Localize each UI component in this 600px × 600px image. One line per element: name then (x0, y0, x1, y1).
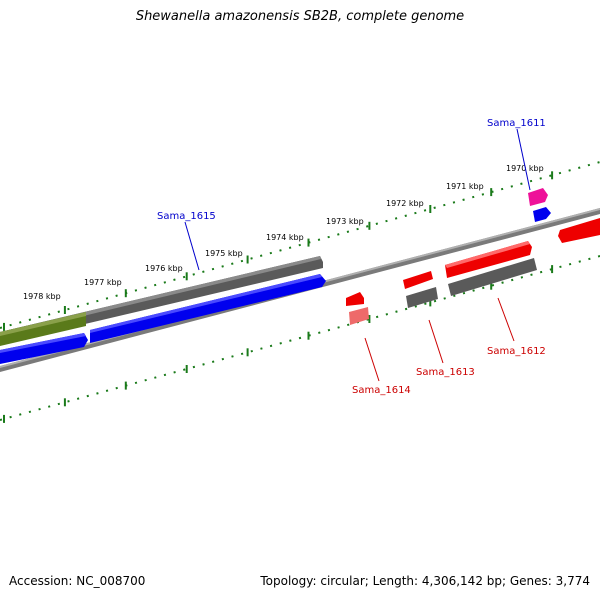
gene-label-sama-1615[interactable]: Sama_1615 (157, 211, 216, 222)
gene-sama-1615[interactable] (90, 274, 326, 343)
gene-red-right[interactable] (558, 218, 600, 243)
gene-label-sama-1613[interactable]: Sama_1613 (416, 367, 475, 378)
ruler-label-1971: 1971 kbp (446, 182, 484, 191)
ruler-label-1972: 1972 kbp (386, 199, 424, 208)
gene-sama-1612-lower[interactable] (448, 258, 537, 296)
upper-ruler (0, 161, 600, 329)
gene-label-sama-1612[interactable]: Sama_1612 (487, 346, 546, 357)
ruler-label-1970: 1970 kbp (506, 164, 544, 173)
gene-sama-1613-upper[interactable] (403, 271, 433, 289)
ruler-major-ticks (3, 171, 554, 423)
ruler-label-1978: 1978 kbp (23, 292, 61, 301)
feature-olive-highlight (0, 312, 86, 336)
gene-sama-1612-upper-highlight (445, 241, 530, 268)
ruler-label-1973: 1973 kbp (326, 217, 364, 226)
gene-sama-1611-blue[interactable] (533, 207, 551, 222)
gene-label-sama-1611[interactable]: Sama_1611 (487, 118, 546, 129)
ruler-label-1974: 1974 kbp (266, 233, 304, 242)
gene-sama-1614-upper[interactable] (346, 292, 364, 306)
gene-sama-1614-lower[interactable] (349, 307, 369, 325)
ruler-label-1975: 1975 kbp (205, 249, 243, 258)
gene-sama-1613-lower[interactable] (406, 287, 438, 308)
leader-sama-1615 (184, 221, 200, 271)
gene-sama-1611-magenta[interactable] (528, 188, 548, 206)
lower-ruler (0, 255, 600, 421)
leader-sama-1614 (364, 337, 380, 382)
gene-blue-left[interactable] (0, 333, 88, 364)
leader-sama-1611 (516, 128, 531, 191)
ruler-label-1976: 1976 kbp (145, 264, 183, 273)
gene-sama-1612-upper[interactable] (445, 241, 532, 278)
gene-blue-left-highlight (0, 333, 86, 353)
genome-summary-text: Topology: circular; Length: 4,306,142 bp… (260, 574, 590, 588)
ruler-label-1977: 1977 kbp (84, 278, 122, 287)
genome-title: Shewanella amazonensis SB2B, complete ge… (135, 9, 465, 24)
gene-sama-1615-highlight (90, 274, 322, 333)
gene-label-sama-1614[interactable]: Sama_1614 (352, 385, 411, 396)
leader-sama-1612 (497, 297, 515, 342)
accession-text: Accession: NC_008700 (9, 574, 146, 588)
leader-sama-1613 (428, 319, 444, 364)
